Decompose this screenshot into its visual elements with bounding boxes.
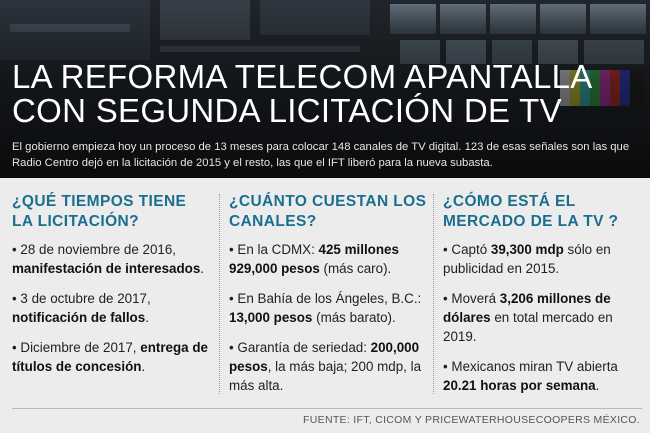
bullet-list: • 28 de noviembre de 2016, manifestación… bbox=[12, 240, 210, 376]
list-item: • En Bahía de los Ángeles, B.C.: 13,000 … bbox=[229, 291, 422, 325]
list-item: • Captó 39,300 mdp sólo en publicidad en… bbox=[443, 242, 611, 276]
list-item: • 28 de noviembre de 2016, manifestación… bbox=[12, 242, 205, 276]
column-heading: ¿QUÉ TIEMPOS TIENE LA LICITACIÓN? bbox=[12, 193, 187, 230]
column-timeline: ¿QUÉ TIEMPOS TIENE LA LICITACIÓN? • 28 d… bbox=[12, 192, 210, 387]
list-item: • En la CDMX: 425 millones 929,000 pesos… bbox=[229, 242, 399, 276]
title-line-2: CON SEGUNDA LICITACIÓN DE TV bbox=[12, 92, 562, 129]
source-note: FUENTE: IFT, CICOM Y PRICEWATERHOUSECOOP… bbox=[303, 414, 640, 426]
column-heading: ¿CUÁNTO CUESTAN LOS CANALES? bbox=[229, 193, 427, 230]
column-divider bbox=[219, 194, 220, 394]
list-item: • 3 de octubre de 2017, notificación de … bbox=[12, 291, 151, 325]
column-prices: ¿CUÁNTO CUESTAN LOS CANALES? • En la CDM… bbox=[229, 192, 427, 406]
footer-rule bbox=[12, 408, 642, 409]
bullet-list: • En la CDMX: 425 millones 929,000 pesos… bbox=[229, 240, 427, 395]
hero-shade bbox=[0, 0, 650, 178]
column-market: ¿CÓMO ESTÁ EL MERCADO DE LA TV ? • Captó… bbox=[443, 192, 641, 406]
hero-banner: LA REFORMA TELECOM APANTALLA CON SEGUNDA… bbox=[0, 0, 650, 178]
intro-text: El gobierno empieza hoy un proceso de 13… bbox=[12, 141, 630, 169]
column-divider bbox=[433, 194, 434, 394]
list-item: • Mexicanos miran TV abierta 20.21 horas… bbox=[443, 359, 618, 393]
page-title: LA REFORMA TELECOM APANTALLA CON SEGUNDA… bbox=[12, 60, 642, 128]
column-heading: ¿CÓMO ESTÁ EL MERCADO DE LA TV ? bbox=[443, 193, 619, 230]
list-item: • Diciembre de 2017, entrega de títulos … bbox=[12, 340, 208, 374]
list-item: • Garantía de seriedad: 200,000 pesos, l… bbox=[229, 340, 422, 393]
title-line-1: LA REFORMA TELECOM APANTALLA bbox=[12, 58, 593, 95]
bullet-list: • Captó 39,300 mdp sólo en publicidad en… bbox=[443, 240, 641, 395]
list-item: • Moverá 3,206 millones de dólares en to… bbox=[443, 291, 613, 344]
